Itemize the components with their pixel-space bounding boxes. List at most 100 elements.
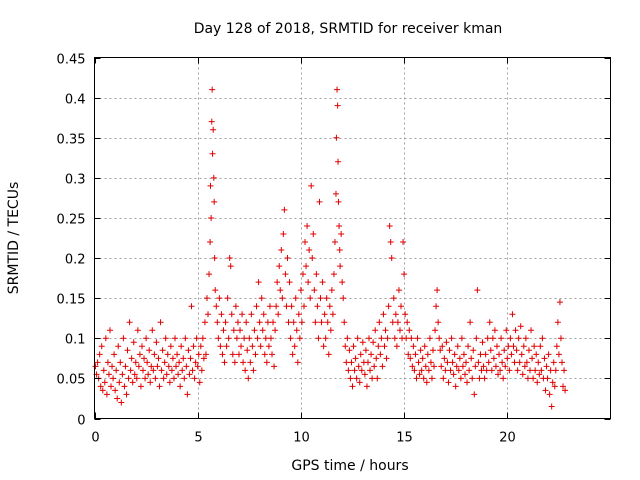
data-point (447, 367, 454, 374)
data-point (284, 255, 291, 262)
data-point (361, 371, 368, 378)
data-point (310, 230, 317, 237)
data-point (145, 371, 152, 378)
data-point (271, 363, 278, 370)
data-point (500, 375, 507, 382)
data-point (363, 383, 370, 390)
data-point (170, 375, 177, 382)
x-axis-title: GPS time / hours (291, 458, 408, 474)
data-point (162, 335, 169, 342)
data-point (209, 150, 216, 157)
data-point (484, 335, 491, 342)
data-point (468, 355, 475, 362)
data-point (438, 363, 445, 370)
data-point (344, 335, 351, 342)
data-point (153, 339, 160, 346)
data-point (354, 335, 361, 342)
x-tick-label: 10 (293, 431, 310, 446)
data-point (152, 375, 159, 382)
data-point (441, 355, 448, 362)
data-point (177, 383, 184, 390)
data-point (556, 299, 563, 306)
data-point (331, 239, 338, 246)
data-point (419, 355, 426, 362)
data-point (514, 367, 521, 374)
data-point (138, 343, 145, 350)
data-point (400, 239, 407, 246)
data-point (182, 335, 189, 342)
data-point (395, 287, 402, 294)
data-point (511, 359, 518, 366)
data-point (241, 335, 248, 342)
data-point (558, 359, 565, 366)
data-point (557, 335, 564, 342)
data-point (261, 351, 268, 358)
data-point (314, 303, 321, 310)
y-tick-label: 0.45 (57, 53, 86, 68)
data-point (450, 371, 457, 378)
data-point (232, 303, 239, 310)
data-point (536, 371, 543, 378)
data-point (322, 335, 329, 342)
data-point (290, 319, 297, 326)
x-tick-label: 5 (194, 431, 202, 446)
data-point (225, 335, 232, 342)
data-point (390, 295, 397, 302)
data-point (191, 375, 198, 382)
data-point (103, 391, 110, 398)
data-point (456, 355, 463, 362)
data-point (336, 247, 343, 254)
data-point (368, 351, 375, 358)
data-point (538, 367, 545, 374)
data-point (148, 363, 155, 370)
data-point (233, 335, 240, 342)
data-point (425, 367, 432, 374)
data-point (336, 222, 343, 229)
y-tick-label: 0.05 (57, 373, 86, 388)
data-point (156, 383, 163, 390)
data-point (364, 359, 371, 366)
data-point (498, 335, 505, 342)
data-point (550, 359, 557, 366)
data-point (372, 327, 379, 334)
data-point (168, 367, 175, 374)
data-point (144, 359, 151, 366)
data-point (333, 134, 340, 141)
data-point (553, 343, 560, 350)
data-point (510, 343, 517, 350)
plot-frame (94, 57, 611, 419)
data-point (495, 371, 502, 378)
data-point (398, 303, 405, 310)
data-point (389, 319, 396, 326)
data-point (493, 343, 500, 350)
y-tick-labels: 0 0.05 0.1 0.15 0.2 0.25 0.3 0.35 0.4 0.45 (57, 53, 86, 429)
data-point (262, 335, 269, 342)
data-point (338, 230, 345, 237)
data-point (320, 343, 327, 350)
data-point (118, 399, 125, 406)
data-point (184, 391, 191, 398)
data-point (169, 355, 176, 362)
data-point (210, 174, 217, 181)
y-tick-label: 0.3 (65, 173, 86, 188)
data-point (213, 303, 220, 310)
data-point (431, 363, 438, 370)
data-point (417, 347, 424, 354)
data-point (165, 363, 172, 370)
data-point (265, 343, 272, 350)
data-point (522, 335, 529, 342)
data-point (292, 295, 299, 302)
data-point (287, 335, 294, 342)
data-point (210, 126, 217, 133)
data-point (537, 343, 544, 350)
data-point (391, 335, 398, 342)
data-point (259, 327, 266, 334)
data-point (127, 367, 134, 374)
data-point (477, 351, 484, 358)
data-point (506, 367, 513, 374)
data-point (413, 375, 420, 382)
data-point (455, 367, 462, 374)
data-point (499, 359, 506, 366)
data-point (476, 375, 483, 382)
